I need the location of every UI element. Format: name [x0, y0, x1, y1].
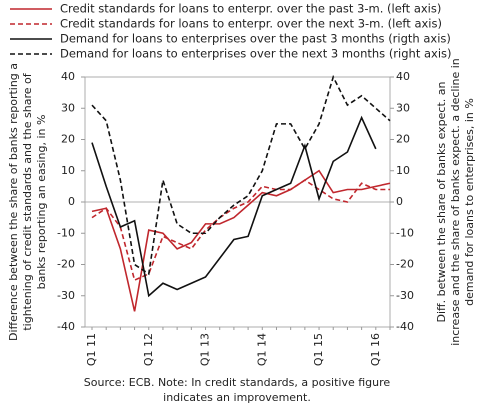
- y-tick-label: -30: [57, 289, 75, 302]
- y2-tick-label: 0: [396, 195, 403, 208]
- legend: Credit standards for loans to enterpr. o…: [10, 2, 452, 61]
- series-line: [91, 179, 390, 282]
- y2-tick-label: -40: [396, 320, 414, 333]
- y2-axis-label: demand for loans to enterprises, in %: [463, 98, 476, 306]
- legend-label: Credit standards for loans to enterpr. o…: [60, 17, 442, 31]
- x-tick-label: Q1 11: [85, 333, 98, 366]
- y2-tick-label: 20: [396, 133, 410, 146]
- note: indicates an improvement.: [163, 391, 311, 404]
- legend-label: Demand for loans to enterprises over the…: [60, 47, 452, 61]
- y-axis-label: tightening of credit standards and the s…: [21, 72, 34, 330]
- x-tick-label: Q1 16: [369, 333, 382, 366]
- y2-tick-label: -30: [396, 289, 414, 302]
- y-tick-label: 30: [61, 101, 75, 114]
- series-line: [91, 115, 377, 298]
- series-line: [91, 169, 391, 312]
- y-tick-label: 0: [68, 195, 75, 208]
- y-axis-label: banks reporting an easing, in %: [35, 115, 48, 290]
- y-tick-label: -20: [57, 258, 75, 271]
- x-tick-label: Q1 14: [255, 333, 268, 366]
- y2-axis-label: Diff. between the share of banks expect.…: [435, 81, 448, 322]
- y-tick-label: -40: [57, 320, 75, 333]
- y2-tick-label: 30: [396, 101, 410, 114]
- x-tick-label: Q1 13: [199, 333, 212, 366]
- y2-tick-label: -20: [396, 258, 414, 271]
- x-tick-label: Q1 12: [142, 333, 155, 366]
- series-line: [91, 74, 391, 276]
- y2-tick-label: 40: [396, 70, 410, 83]
- legend-label: Demand for loans to enterprises over the…: [60, 32, 451, 46]
- y-tick-label: 10: [61, 164, 75, 177]
- y-tick-label: -10: [57, 226, 75, 239]
- y2-tick-label: -10: [396, 226, 414, 239]
- legend-label: Credit standards for loans to enterpr. o…: [60, 2, 441, 16]
- y-tick-label: 20: [61, 133, 75, 146]
- note: Source: ECB. Note: In credit standards, …: [84, 376, 391, 389]
- y-tick-label: 40: [61, 70, 75, 83]
- y-axis-label: Difference between the share of banks re…: [7, 63, 20, 341]
- y2-tick-label: 10: [396, 164, 410, 177]
- y2-axis-label: increase and the share of banks expect. …: [449, 58, 462, 346]
- x-tick-label: Q1 15: [312, 333, 325, 366]
